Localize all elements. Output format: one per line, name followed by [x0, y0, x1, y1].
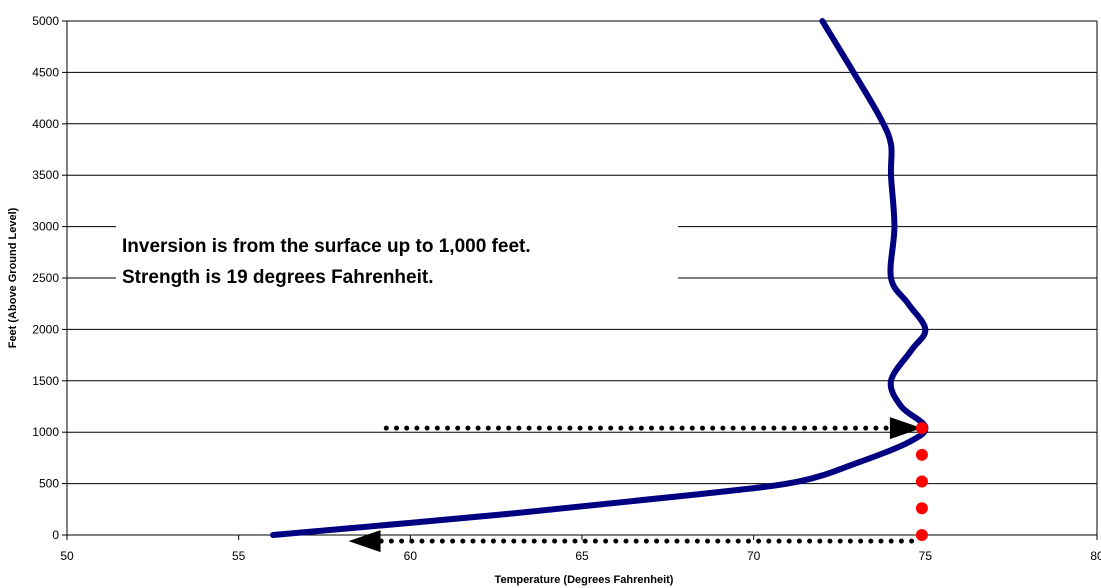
- annotation-line-1: Inversion is from the surface up to 1,00…: [122, 236, 531, 257]
- red-marker-4: [915, 422, 928, 435]
- arrows: [348, 417, 922, 553]
- x-tick-label-3: 65: [575, 549, 589, 563]
- y-tick-label-4: 2000: [32, 322, 59, 336]
- y-tick-label-10: 5000: [32, 14, 59, 28]
- x-tick-label-0: 50: [60, 549, 74, 563]
- x-tick-label-6: 80: [1090, 549, 1101, 563]
- series-line-0: [270, 18, 929, 538]
- red-marker-1: [915, 502, 928, 515]
- red-markers: [915, 422, 928, 541]
- y-tick-label-9: 4500: [32, 65, 59, 79]
- y-tick-label-2: 1000: [32, 425, 59, 439]
- y-tick-label-3: 1500: [32, 374, 59, 388]
- red-marker-0: [915, 529, 928, 541]
- x-tick-label-4: 70: [747, 549, 761, 563]
- x-axis-title: Temperature (Degrees Fahrenheit): [495, 574, 674, 586]
- y-axis-title: Feet (Above Ground Level): [7, 207, 19, 348]
- y-tick-label-8: 4000: [32, 117, 59, 131]
- y-tick-label-7: 3500: [32, 168, 59, 182]
- x-tick-label-5: 75: [919, 549, 933, 563]
- series: [270, 18, 929, 538]
- annotation-box: Inversion is from the surface up to 1,00…: [116, 226, 678, 328]
- x-tick-label-1: 55: [232, 549, 246, 563]
- arrow-0-head: [889, 417, 922, 440]
- arrow-1-head: [348, 530, 381, 553]
- y-tick-label-0: 0: [52, 528, 59, 542]
- annotation-line-2: Strength is 19 degrees Fahrenheit.: [122, 267, 433, 288]
- red-marker-3: [915, 448, 928, 461]
- y-tick-label-6: 3000: [32, 220, 59, 234]
- x-tick-label-2: 60: [404, 549, 418, 563]
- tick-labels: 50 55 60 65 70 75 80 0 500 1000 1500 2000 2500 3000 35…: [32, 14, 1101, 563]
- y-tick-label-5: 2500: [32, 271, 59, 285]
- y-tick-label-1: 500: [39, 477, 59, 491]
- red-marker-2: [915, 475, 928, 488]
